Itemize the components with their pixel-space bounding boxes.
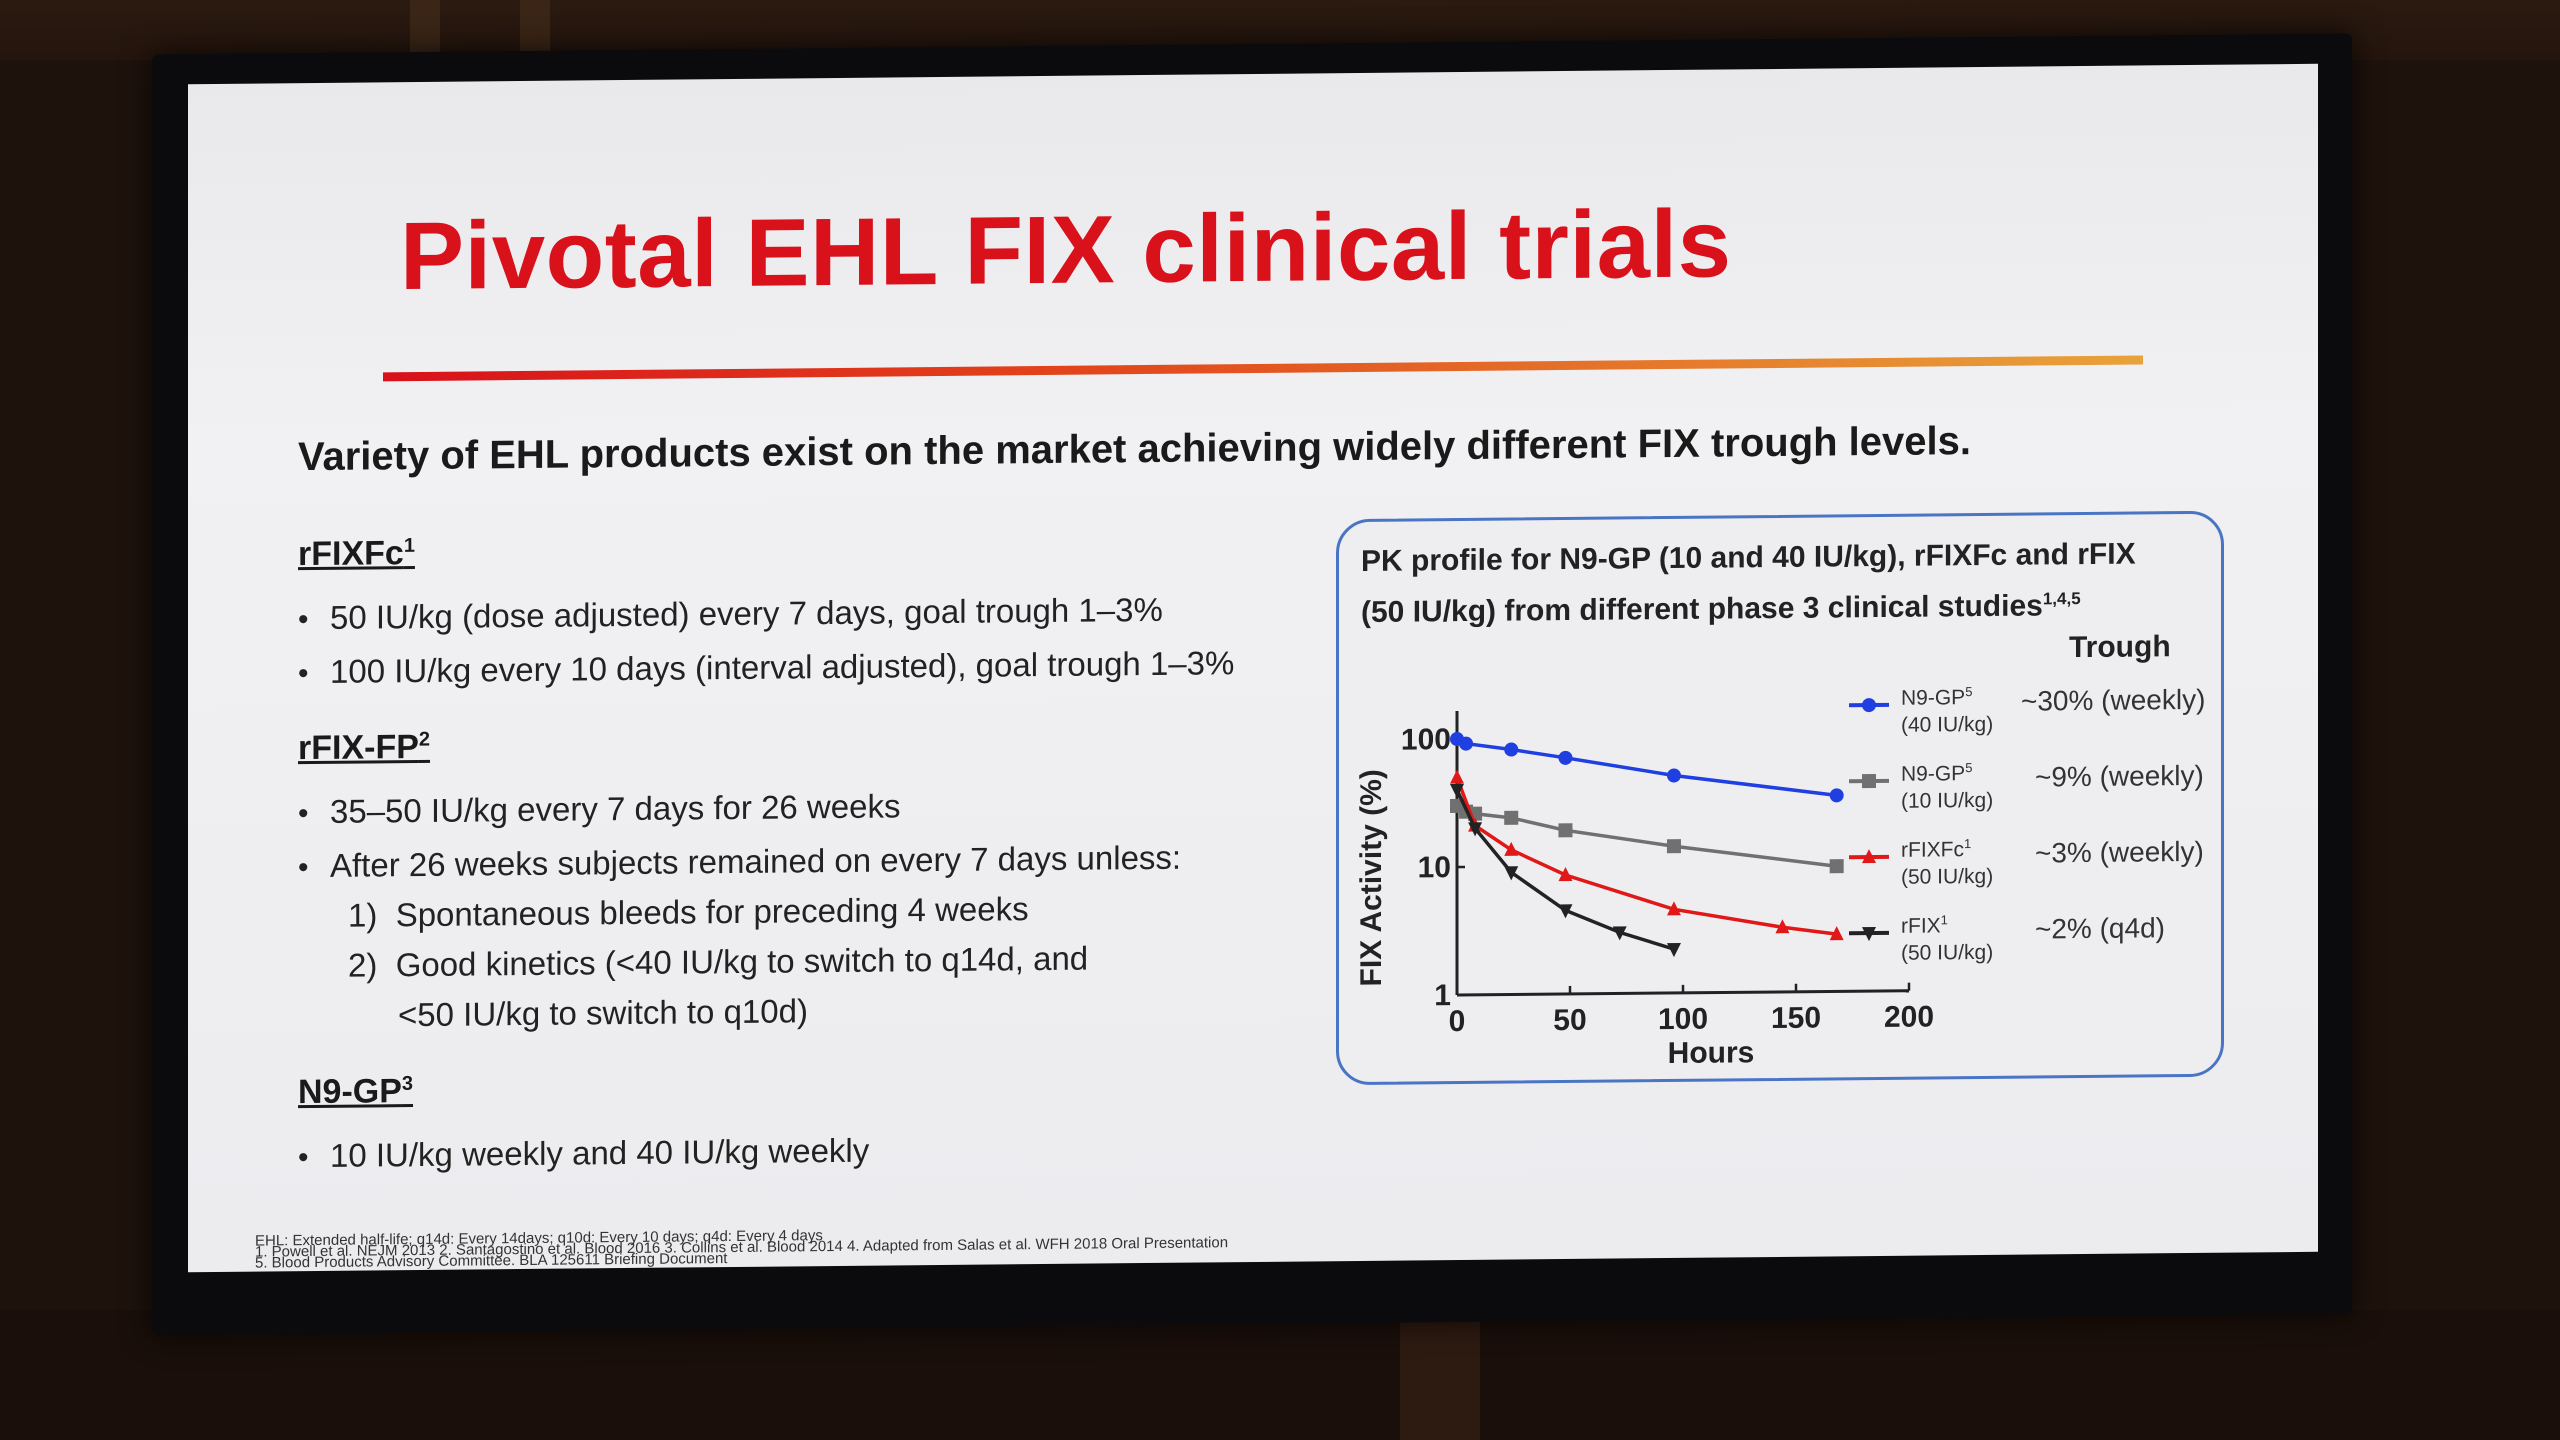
data-point bbox=[1468, 822, 1483, 837]
data-point bbox=[1504, 742, 1519, 757]
legend-entry: rFIX1 (50 IU/kg) bbox=[1901, 912, 1994, 965]
room-pillar bbox=[410, 0, 440, 60]
trough-value: ~3% (weekly) bbox=[2035, 835, 2204, 869]
data-point bbox=[1666, 943, 1681, 958]
x-tick-label: 200 bbox=[1884, 1000, 1934, 1033]
trough-value: ~9% (weekly) bbox=[2035, 759, 2204, 793]
data-point bbox=[1558, 867, 1573, 882]
data-point bbox=[1504, 810, 1519, 825]
data-point bbox=[1829, 859, 1844, 874]
data-point bbox=[1558, 750, 1573, 765]
section-heading-rfixfc: rFIXFc1 bbox=[298, 534, 415, 574]
data-point bbox=[1504, 866, 1519, 881]
footnotes: EHL: Extended half-life; q14d: Every 14d… bbox=[255, 1226, 1228, 1271]
y-tick-label: 10 bbox=[1418, 851, 1451, 884]
data-point bbox=[1459, 736, 1474, 751]
data-point bbox=[1558, 823, 1573, 838]
numbered-item: 1) Spontaneous bleeds for preceding 4 we… bbox=[348, 890, 1029, 934]
x-tick-label: 0 bbox=[1449, 1005, 1466, 1038]
data-point bbox=[1666, 768, 1681, 783]
title-underline bbox=[383, 355, 2143, 382]
data-point bbox=[1829, 926, 1844, 941]
data-point bbox=[1666, 839, 1681, 854]
bullet-item: • After 26 weeks subjects remained on eve… bbox=[298, 838, 1182, 885]
numbered-item: 2) Good kinetics (<40 IU/kg to switch to… bbox=[348, 939, 1089, 984]
data-point bbox=[1558, 904, 1573, 919]
data-point bbox=[1775, 919, 1790, 934]
trough-value: ~2% (q4d) bbox=[2035, 912, 2165, 945]
data-point bbox=[1504, 841, 1519, 856]
section-heading-rfix-fp: rFIX-FP2 bbox=[298, 727, 431, 768]
bullet-item: • 35–50 IU/kg every 7 days for 26 weeks bbox=[298, 787, 901, 831]
monitor-stand bbox=[1400, 1300, 1480, 1440]
slide-title: Pivotal EHL FIX clinical trials bbox=[400, 190, 1732, 311]
data-point bbox=[1612, 926, 1627, 941]
data-point bbox=[1666, 901, 1681, 916]
legend-entry: N9-GP5 (10 IU/kg) bbox=[1901, 760, 1994, 813]
monitor-frame: Pivotal EHL FIX clinical trials Variety … bbox=[152, 33, 2352, 1335]
legend-swatch-marker bbox=[1862, 927, 1876, 942]
series-line-2 bbox=[1455, 776, 1837, 936]
bullet-item: • 100 IU/kg every 10 days (interval adjus… bbox=[298, 644, 1235, 691]
y-axis-label: FIX Activity (%) bbox=[1355, 769, 1388, 987]
x-tick-label: 150 bbox=[1771, 1002, 1821, 1035]
bullet-item: • 50 IU/kg (dose adjusted) every 7 days, … bbox=[298, 590, 1163, 637]
legend-swatch-marker bbox=[1862, 698, 1876, 713]
y-tick-label: 1 bbox=[1434, 979, 1451, 1012]
section-heading-n9-gp: N9-GP3 bbox=[298, 1072, 414, 1112]
slide: Pivotal EHL FIX clinical trials Variety … bbox=[188, 63, 2318, 1273]
trough-value: ~30% (weekly) bbox=[2021, 683, 2206, 717]
series-line-3 bbox=[1455, 789, 1675, 951]
x-tick-label: 50 bbox=[1553, 1004, 1586, 1037]
bullet-item: • 10 IU/kg weekly and 40 IU/kg weekly bbox=[298, 1131, 870, 1175]
x-axis-label: Hours bbox=[1668, 1036, 1755, 1070]
data-point bbox=[1450, 769, 1464, 784]
slide-subtitle: Variety of EHL products exist on the mar… bbox=[298, 419, 1972, 480]
data-point bbox=[1450, 783, 1464, 798]
pk-profile-panel: PK profile for N9-GP (10 and 40 IU/kg), … bbox=[1336, 510, 2224, 1086]
y-tick-label: 100 bbox=[1401, 723, 1451, 756]
legend-swatch-marker bbox=[1862, 849, 1876, 864]
legend-swatch-marker bbox=[1862, 774, 1876, 789]
legend-entry: N9-GP5 (40 IU/kg) bbox=[1901, 684, 1994, 737]
data-point bbox=[1829, 788, 1844, 803]
x-tick-label: 100 bbox=[1658, 1003, 1708, 1036]
numbered-item-continuation: <50 IU/kg to switch to q10d) bbox=[398, 992, 808, 1034]
legend-entry: rFIXFc1 (50 IU/kg) bbox=[1901, 836, 1994, 889]
